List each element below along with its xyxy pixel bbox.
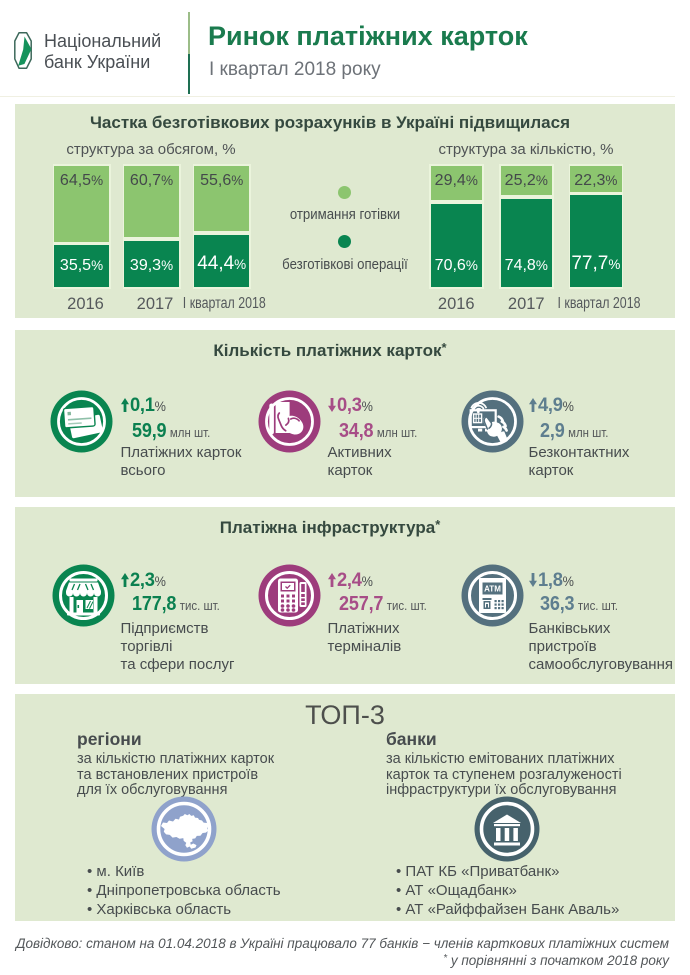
svg-text:ATM: ATM — [484, 585, 501, 594]
